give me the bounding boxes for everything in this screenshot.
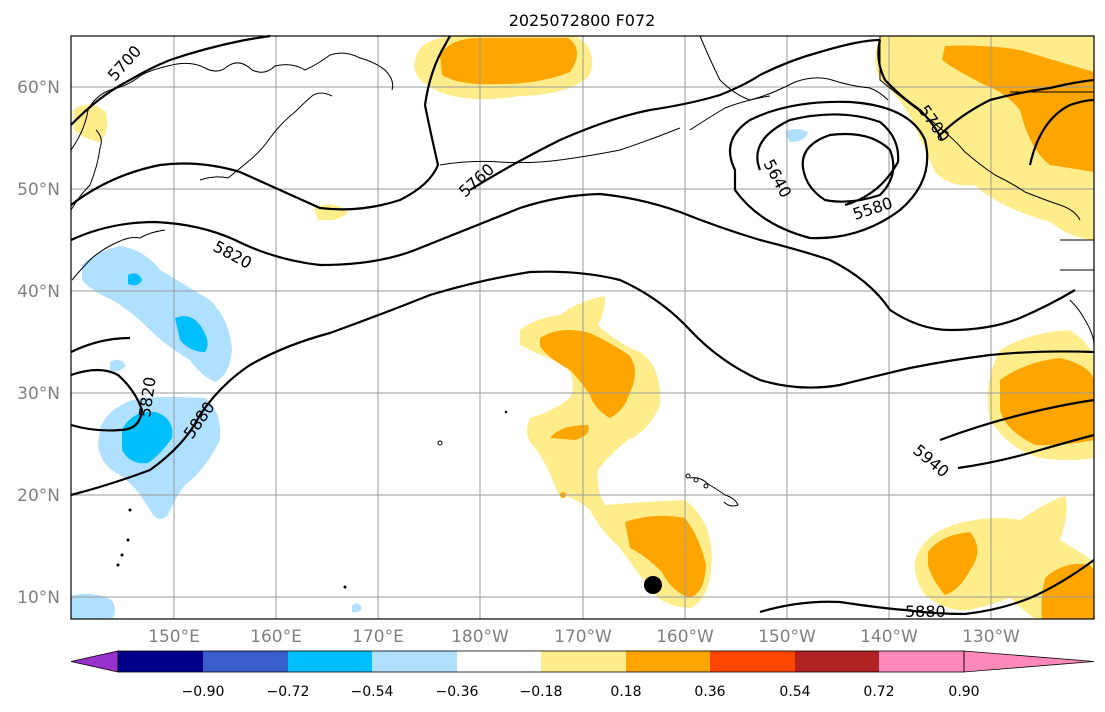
colorbar-extend-high: [963, 650, 1095, 673]
longitude-labels: 150°E 160°E 170°E 180°W 170°W 160°W 150°…: [148, 627, 1020, 647]
colorbar-segment: [541, 651, 626, 672]
lat-label: 10°N: [17, 588, 60, 608]
colorbar-segment: [288, 651, 372, 672]
colorbar-tick: 0.54: [779, 684, 810, 700]
colorbar-tick: 0.90: [948, 684, 979, 700]
colorbar-ticks: −0.90 −0.72 −0.54 −0.36 −0.18 0.18 0.36 …: [182, 684, 980, 700]
colorbar-extend-low: [70, 650, 119, 673]
colorbar-tick: −0.72: [267, 684, 310, 700]
colorbar-segment: [118, 651, 203, 672]
colorbar-tick: 0.36: [694, 684, 725, 700]
lon-label: 140°W: [860, 627, 918, 647]
latitude-labels: 60°N 50°N 40°N 30°N 20°N 10°N: [17, 78, 60, 608]
colorbar-segment: [879, 651, 964, 672]
lat-label: 50°N: [17, 180, 60, 200]
gridlines: [71, 36, 1094, 619]
map-title: 2025072800 F072: [509, 11, 656, 30]
colorbar-tick: 0.18: [610, 684, 641, 700]
colorbar-segment: [457, 651, 541, 672]
lon-label: 170°E: [352, 627, 404, 647]
plot-area: 5700 5760 5820 5820 5880 5640 5580 5700 …: [70, 34, 1095, 621]
colorbar-tick: 0.72: [863, 684, 894, 700]
storm-center-marker: [644, 576, 662, 594]
colorbar-tick: −0.18: [520, 684, 563, 700]
lon-label: 150°W: [758, 627, 816, 647]
negative-anomaly-shading: [71, 129, 808, 619]
colorbar-segment: [372, 651, 457, 672]
lat-label: 40°N: [17, 282, 60, 302]
colorbar-tick: −0.90: [182, 684, 225, 700]
height-contours: [70, 34, 1095, 616]
lon-label: 160°W: [656, 627, 714, 647]
lon-label: 160°E: [250, 627, 302, 647]
map-frame: [70, 35, 1095, 620]
colorbar-tick: −0.36: [436, 684, 479, 700]
colorbar-tick: −0.54: [351, 684, 394, 700]
lon-label: 150°E: [148, 627, 200, 647]
colorbar: −0.90 −0.72 −0.54 −0.36 −0.18 0.18 0.36 …: [70, 650, 1095, 700]
lon-label: 170°W: [554, 627, 612, 647]
lat-label: 60°N: [17, 78, 60, 98]
lat-label: 30°N: [17, 384, 60, 404]
colorbar-segment: [710, 651, 795, 672]
contour-label: 5880: [905, 602, 946, 621]
colorbar-segment: [203, 651, 288, 672]
lat-label: 20°N: [17, 486, 60, 506]
colorbar-segment: [626, 651, 710, 672]
lon-label: 130°W: [962, 627, 1020, 647]
lon-label: 180°W: [451, 627, 509, 647]
colorbar-segment: [795, 651, 879, 672]
